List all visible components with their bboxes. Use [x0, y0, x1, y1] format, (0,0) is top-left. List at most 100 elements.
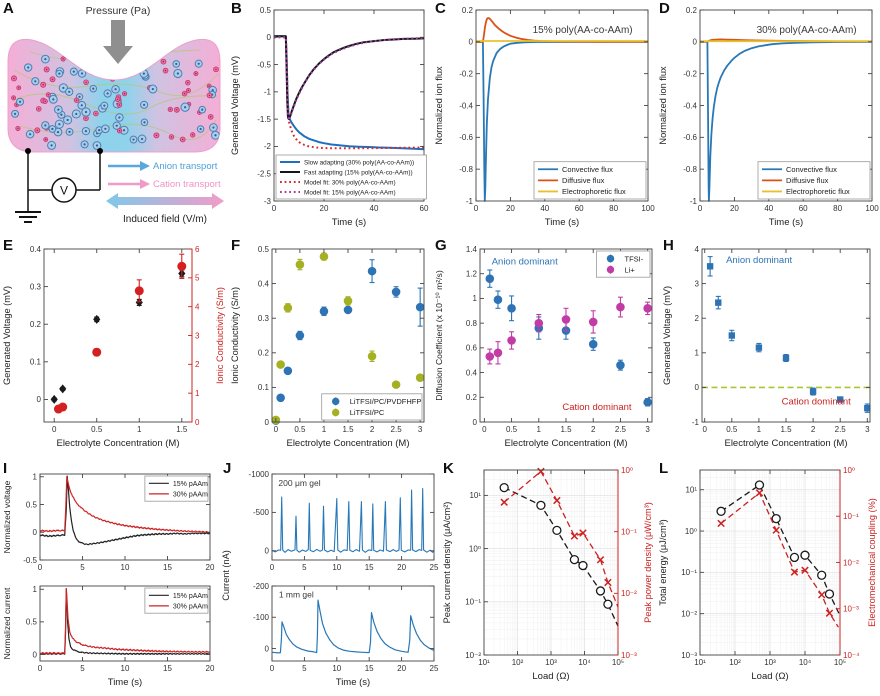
- axes-ticks: 0 0.5 1 1.5 2 2.5 3 0 0.2 0.4 0.6 0.8 1 1.2 1.4: [466, 245, 652, 434]
- panel-H-letter: H: [663, 237, 674, 254]
- svg-text:0.3: 0.3: [30, 282, 42, 291]
- svg-text:-1: -1: [690, 197, 698, 206]
- svg-text:2: 2: [811, 425, 816, 434]
- svg-text:6: 6: [195, 245, 200, 254]
- svg-text:Electrolyte Concentration (M): Electrolyte Concentration (M): [724, 438, 847, 449]
- svg-text:TFSI-: TFSI-: [625, 254, 644, 263]
- panel-B: B 0 20 40 60 0.5 0 -0.5 -1 -1.5 -2 -2.5 -3 Time (s) G…: [228, 0, 432, 237]
- panel-K-letter: K: [443, 460, 454, 477]
- panel-F-figure: 0 0.5 1 1.5 2 2.5 3 0 0.1 0.2 0.3 0.4 0.5 Electrolyte…: [228, 237, 432, 460]
- svg-text:Diffusive flux: Diffusive flux: [786, 176, 829, 185]
- svg-text:1.4: 1.4: [466, 245, 478, 254]
- svg-text:10²: 10²: [729, 658, 741, 667]
- series: [500, 467, 619, 608]
- svg-text:Cation dominant: Cation dominant: [782, 397, 852, 408]
- svg-text:Ionic Conductivity (S/m): Ionic Conductivity (S/m): [215, 287, 225, 384]
- svg-text:40: 40: [370, 204, 379, 213]
- svg-text:Pressure (Pa): Pressure (Pa): [86, 5, 151, 17]
- svg-text:60: 60: [799, 204, 808, 213]
- svg-text:0: 0: [265, 644, 270, 653]
- svg-text:3: 3: [865, 425, 870, 434]
- svg-text:10⁻¹: 10⁻¹: [681, 568, 697, 577]
- svg-text:Convective flux: Convective flux: [786, 165, 837, 174]
- svg-text:2.5: 2.5: [835, 425, 847, 434]
- svg-text:Diffusion Coefficient (x 10⁻¹⁰: Diffusion Coefficient (x 10⁻¹⁰ m²/s): [434, 270, 444, 401]
- chart-voltage-conductivity: 0 0.5 1 1.5 0 0.1 0.2 0.3 0.4 0 1 2 3 4 5 6 Electrolyte …: [2, 245, 225, 449]
- svg-text:0.2: 0.2: [466, 393, 478, 402]
- svg-text:-0.6: -0.6: [683, 133, 697, 142]
- svg-text:10⁻¹: 10⁻¹: [465, 598, 481, 607]
- svg-text:10⁵: 10⁵: [834, 658, 846, 667]
- panel-A-figure: Pressure (Pa) V Anion transport Cation tran…: [0, 0, 228, 237]
- svg-text:15: 15: [365, 563, 374, 572]
- svg-text:3: 3: [418, 425, 423, 434]
- axes-ticks: 0 5 10 15 20 25 0 -100 -200: [253, 582, 439, 673]
- panel-G-letter: G: [435, 237, 447, 254]
- svg-text:1.5: 1.5: [780, 425, 792, 434]
- svg-text:4: 4: [195, 302, 200, 311]
- svg-text:10⁰: 10⁰: [685, 527, 697, 536]
- svg-text:5: 5: [80, 563, 85, 572]
- panel-A-canvas: Pressure (Pa) V Anion transport Cation tran…: [7, 5, 224, 225]
- svg-text:0.2: 0.2: [30, 320, 42, 329]
- panel-K: K 10¹ 10² 10³ 10⁴ 10⁵ 10¹ 10⁰ 10⁻¹ 10⁻² 10⁰ 10⁻¹ 10…: [440, 460, 656, 691]
- svg-text:3: 3: [695, 279, 700, 288]
- svg-text:15% pAAm: 15% pAAm: [173, 481, 208, 488]
- panel-L-letter: L: [659, 460, 669, 477]
- svg-text:0.2: 0.2: [686, 6, 698, 15]
- svg-text:10: 10: [332, 563, 341, 572]
- svg-text:0: 0: [270, 563, 275, 572]
- svg-text:2.5: 2.5: [615, 425, 627, 434]
- panel-F-letter: F: [231, 237, 241, 254]
- svg-text:20: 20: [506, 204, 515, 213]
- svg-text:0.1: 0.1: [30, 358, 42, 367]
- legend: TFSI- Li+: [596, 250, 651, 278]
- panel-D: D 0 20 40 60 80 100 0.2 0 -0.2 -0.4 -0.6 -0.8 -1 Time…: [656, 0, 880, 237]
- svg-text:V: V: [60, 184, 68, 198]
- svg-text:-0.8: -0.8: [683, 165, 697, 174]
- svg-text:Anion dominant: Anion dominant: [492, 257, 558, 268]
- svg-text:0.5: 0.5: [91, 425, 103, 434]
- svg-text:Model fit: 30% poly(AA-co-AAm): Model fit: 30% poly(AA-co-AAm): [304, 179, 396, 186]
- panel-E: E 0 0.5 1 1.5 0 0.1 0.2 0.3 0.4 0 1 2 3 4 5 6 Electrolyt…: [0, 237, 228, 460]
- svg-text:1: 1: [195, 389, 200, 398]
- svg-text:0.6: 0.6: [466, 344, 478, 353]
- svg-text:5: 5: [80, 664, 85, 673]
- legend: 15% pAAm 30% pAAm: [144, 587, 209, 614]
- svg-text:20: 20: [206, 664, 215, 673]
- svg-text:5: 5: [302, 563, 307, 572]
- chart-current-1mm: 0 5 10 15 20 25 0 -100 -200 Time (s) 1 mm gel: [253, 582, 439, 688]
- series: [39, 588, 211, 655]
- svg-text:1.5: 1.5: [342, 425, 354, 434]
- svg-text:10⁻²: 10⁻²: [621, 589, 637, 598]
- svg-text:1: 1: [473, 294, 478, 303]
- svg-text:0: 0: [272, 204, 277, 213]
- pressure-arrow-icon: [103, 20, 133, 64]
- legend: Slow adapting (30% poly(AA-co-AAm)) Fast …: [275, 154, 427, 200]
- svg-text:0: 0: [52, 425, 57, 434]
- svg-text:1: 1: [322, 425, 327, 434]
- chart-peak-current-power: 10¹ 10² 10³ 10⁴ 10⁵ 10¹ 10⁰ 10⁻¹ 10⁻² 10⁰ 10⁻¹ 10⁻²…: [442, 466, 653, 682]
- svg-text:Induced field (V/m): Induced field (V/m): [123, 214, 207, 225]
- svg-text:25: 25: [430, 563, 439, 572]
- panel-I: I 0 5 10 15 20 -0.5 0 0.5 1 Normalized voltage 15%…: [0, 460, 220, 691]
- svg-text:0: 0: [474, 204, 479, 213]
- svg-text:40: 40: [764, 204, 773, 213]
- svg-text:0: 0: [482, 425, 487, 434]
- panel-J: J 0 5 10 15 20 25 0 -500 -1000 200 μm gel 0 5 10 15 20…: [220, 460, 440, 691]
- svg-text:1: 1: [33, 473, 38, 482]
- svg-text:10⁰: 10⁰: [621, 466, 633, 475]
- legend: 15% pAAm 30% pAAm: [144, 475, 209, 502]
- panel-D-figure: 0 20 40 60 80 100 0.2 0 -0.2 -0.4 -0.6 -0.8 -1 Time (…: [656, 0, 880, 237]
- svg-text:-0.4: -0.4: [683, 101, 697, 110]
- svg-text:4: 4: [695, 245, 700, 254]
- svg-text:10⁻²: 10⁻²: [465, 651, 481, 660]
- series: [53, 253, 187, 414]
- svg-text:1: 1: [537, 425, 542, 434]
- svg-text:0: 0: [33, 528, 38, 537]
- svg-text:Generated Voltage (mV): Generated Voltage (mV): [662, 286, 672, 385]
- svg-text:2: 2: [195, 360, 200, 369]
